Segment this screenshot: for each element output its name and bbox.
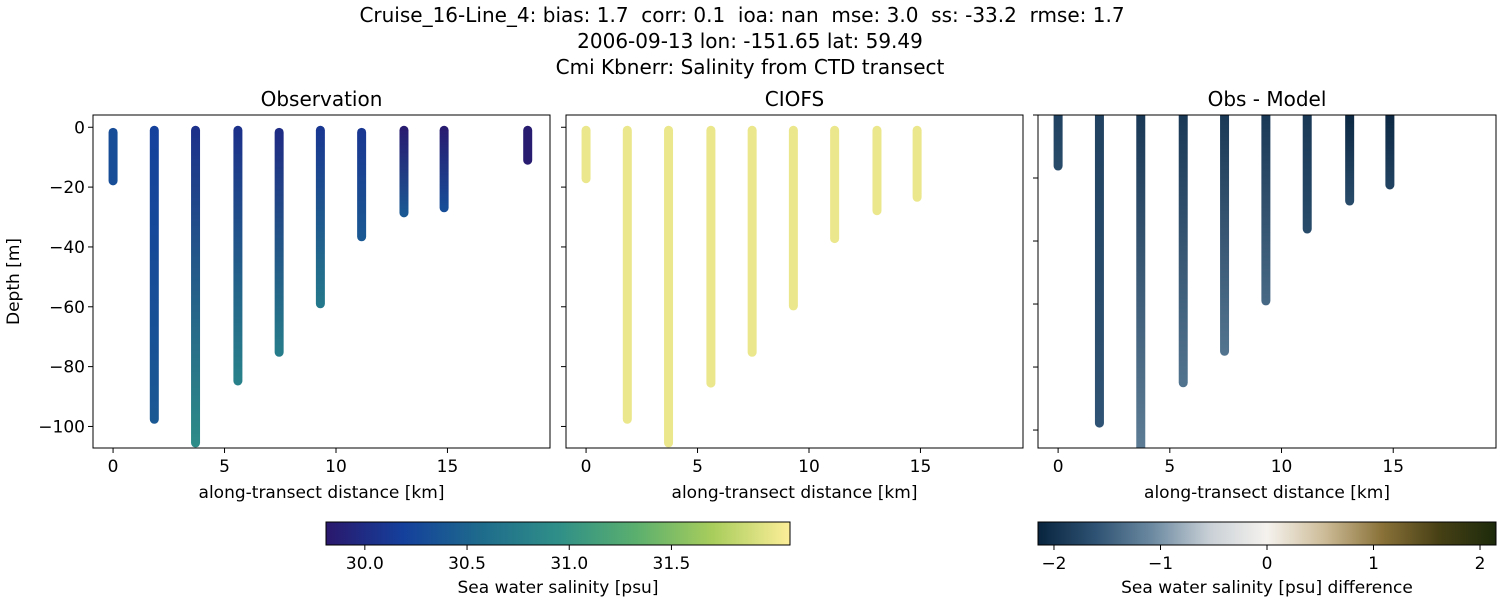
colorbar-tick-label: −1 [1148,554,1173,574]
x-tick-label: 10 [325,457,347,477]
y-axis-label: Depth [m] [4,238,24,325]
x-tick-label: 0 [1053,457,1064,477]
plot-frame [565,114,1024,449]
x-tick-label: 15 [1382,457,1404,477]
x-tick-label: 5 [1164,457,1175,477]
x-axis-label: along-transect distance [km] [1144,483,1390,503]
figure-title: 2006-09-13 lon: -151.65 lat: 59.49 [577,29,923,53]
colorbar-tick-label: 0 [1262,554,1273,574]
colorbar [325,521,791,546]
colorbar-label: Sea water salinity [psu] [458,578,659,598]
x-tick-label: 5 [692,457,703,477]
y-tick-label: −60 [49,298,85,318]
panel-title: Obs - Model [1208,87,1327,111]
colorbar-tick-label: 2 [1475,554,1486,574]
figure-title: Cruise_16-Line_4: bias: 1.7 corr: 0.1 io… [359,3,1124,27]
y-tick-label: 0 [74,118,85,138]
colorbar-tick-label: 1 [1368,554,1379,574]
x-tick-label: 0 [581,457,592,477]
x-tick-label: 15 [910,457,932,477]
x-tick-label: 10 [1271,457,1293,477]
plot-frame [92,114,551,449]
colorbar-tick-label: −2 [1041,554,1066,574]
data-layer [1053,115,1395,448]
x-axis-label: along-transect distance [km] [672,483,918,503]
figure-title: Cmi Kbnerr: Salinity from CTD transect [556,55,945,79]
y-tick-label: −80 [49,358,85,378]
colorbar [1037,521,1497,546]
x-tick-label: 15 [437,457,459,477]
colorbar-tick-label: 31.0 [550,554,588,574]
panel-title: Observation [261,87,383,111]
y-tick-label: −20 [49,178,85,198]
y-tick-label: −100 [38,417,85,437]
data-layer [108,125,533,448]
x-tick-label: 5 [219,457,230,477]
data-layer [581,125,922,448]
x-axis-label: along-transect distance [km] [199,483,445,503]
panel-title: CIOFS [765,87,824,111]
colorbar-tick-label: 30.0 [346,554,384,574]
x-tick-label: 0 [108,457,119,477]
colorbar-tick-label: 30.5 [448,554,486,574]
colorbar-label: Sea water salinity [psu] difference [1121,578,1413,598]
y-tick-label: −40 [49,238,85,258]
x-tick-label: 10 [798,457,820,477]
colorbar-tick-label: 31.5 [653,554,691,574]
plot-frame [1037,114,1497,449]
